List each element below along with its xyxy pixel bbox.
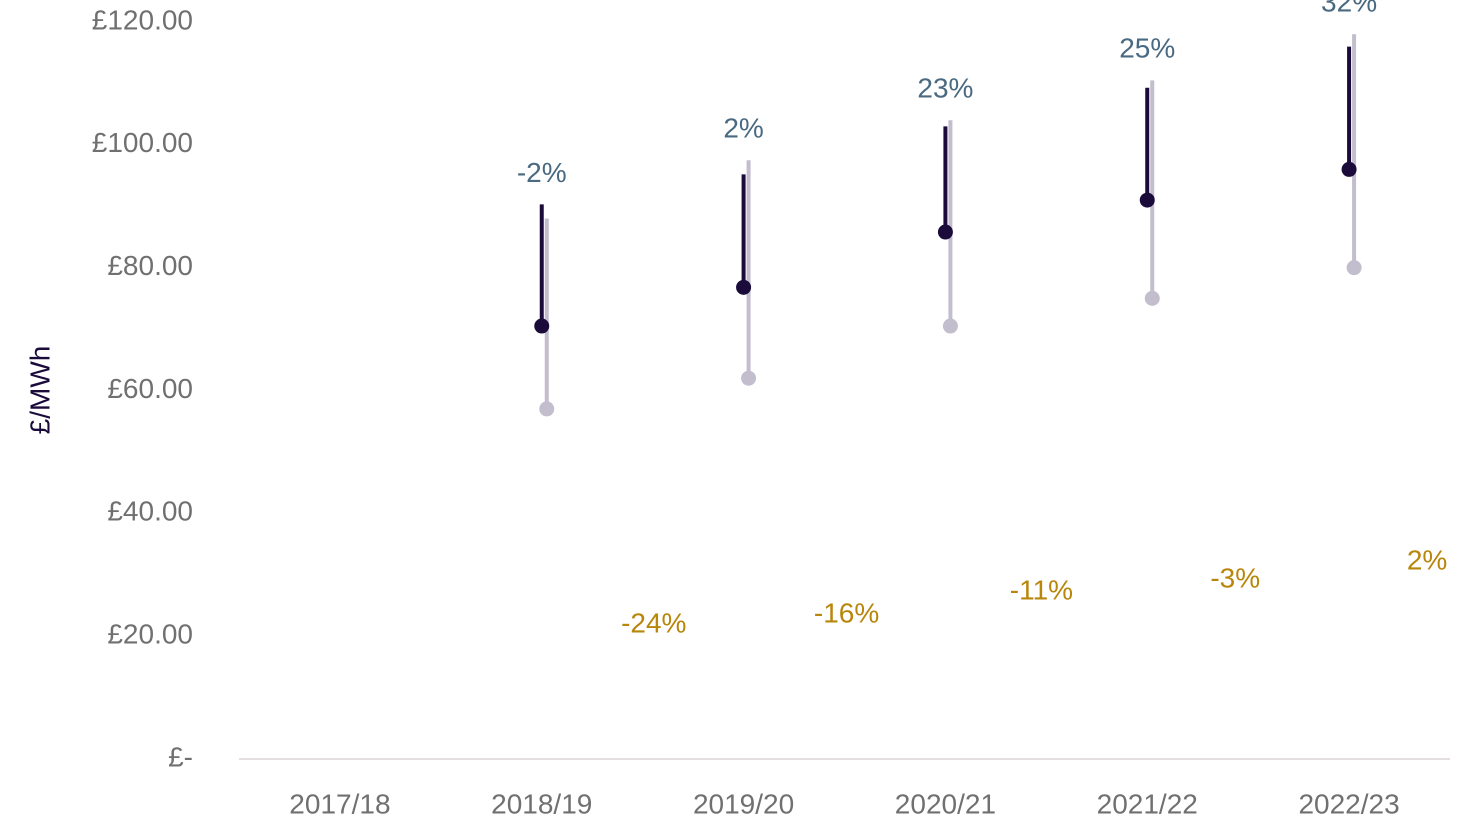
- dot: [741, 370, 757, 386]
- y-axis-label: £/MWh: [24, 346, 55, 435]
- dot: [942, 318, 958, 334]
- change-label: 2%: [723, 113, 763, 144]
- y-tick-label: £120.00: [92, 4, 193, 35]
- change-label: 23%: [917, 73, 973, 104]
- dot: [1346, 260, 1362, 276]
- y-tick-label: £40.00: [107, 496, 193, 527]
- dot: [1341, 161, 1357, 177]
- dot: [736, 279, 752, 295]
- y-tick-label: £80.00: [107, 250, 193, 281]
- change-label: -11%: [1010, 574, 1073, 605]
- x-tick-label: 2018/19: [491, 788, 592, 819]
- y-tick-label: £100.00: [92, 127, 193, 158]
- x-tick-label: 2017/18: [289, 788, 390, 819]
- x-tick-label: 2019/20: [693, 788, 794, 819]
- change-label: -3%: [1210, 562, 1260, 593]
- x-tick-label: 2022/23: [1298, 788, 1399, 819]
- change-label: -24%: [621, 607, 686, 638]
- x-tick-label: 2020/21: [895, 788, 996, 819]
- change-label: 32%: [1321, 0, 1377, 18]
- dot: [1139, 192, 1155, 208]
- dot: [937, 224, 953, 240]
- change-label: 2%: [1407, 544, 1447, 575]
- change-label: -16%: [814, 597, 879, 628]
- change-label: -2%: [517, 157, 567, 188]
- y-tick-label: £60.00: [107, 373, 193, 404]
- y-tick-label: £20.00: [107, 619, 193, 650]
- dot: [534, 318, 550, 334]
- dot: [1144, 290, 1160, 306]
- x-tick-label: 2021/22: [1097, 788, 1198, 819]
- dot: [539, 401, 555, 417]
- change-label: 25%: [1119, 33, 1175, 64]
- y-tick-label: £-: [168, 741, 193, 772]
